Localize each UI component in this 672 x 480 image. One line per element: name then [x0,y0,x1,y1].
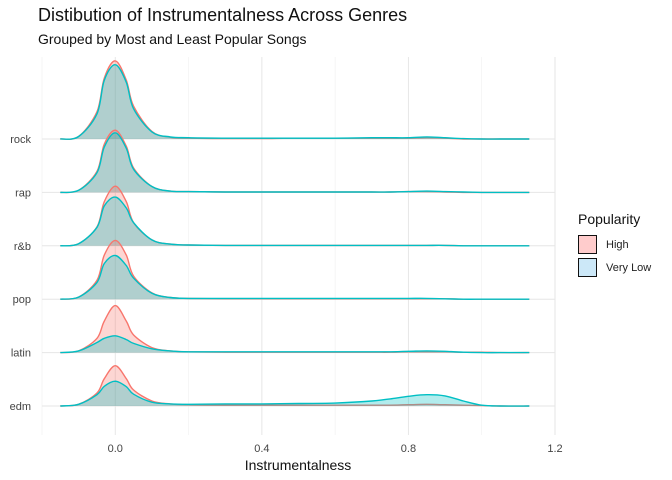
density-line-very-low [60,335,530,354]
ridge-latin [60,304,530,354]
density-area-high [60,186,530,246]
y-tick-label: rap [15,187,31,199]
density-line-very-low [60,64,530,140]
y-tick-label: edm [10,401,31,413]
x-tick-label: 0.0 [108,443,123,455]
ridges [60,60,530,407]
legend-label-high: High [606,238,629,251]
density-area-very-low [60,132,530,193]
chart-subtitle: Grouped by Most and Least Popular Songs [38,31,307,47]
y-tick-label: pop [13,294,31,306]
y-tick-label: latin [11,348,31,360]
ridge-rap [60,129,530,194]
ridge-rnb [60,185,530,247]
density-line-high [60,364,530,407]
density-line-very-low [60,254,530,300]
chart-title: Distibution of Instrumentalness Across G… [38,5,408,25]
ridge-edm [60,364,530,407]
density-area-high [60,305,530,353]
x-tick-label: 1.2 [547,443,562,455]
legend-key-high [578,235,597,254]
density-line-very-low [60,132,530,194]
density-area-very-low [60,255,530,300]
density-area-high [60,240,530,300]
density-area-high [60,60,530,140]
density-area-very-low [60,381,530,407]
density-area-high [60,130,530,193]
density-line-very-low [60,196,530,247]
x-axis-ticks: 0.0 0.4 0.8 1.2 [108,443,563,455]
x-tick-label: 0.4 [254,443,269,455]
density-area-very-low [60,64,530,140]
y-axis-ticks: edm latin pop r&b rap rock [10,134,32,413]
legend-title: Popularity [578,211,641,227]
x-axis-label: Instrumentalness [245,457,352,473]
legend-label-very-low: Very Low [606,261,652,274]
density-area-very-low [60,197,530,246]
legend-key-very-low [578,258,597,277]
ridge-rock [60,60,530,140]
legend-entry-very-low: Very Low [578,256,651,279]
ridge-pop [60,239,530,300]
legend: Popularity High Very Low [578,211,651,279]
x-tick-label: 0.8 [401,443,416,455]
y-tick-label: rock [10,134,31,146]
density-line-very-low [60,380,530,407]
density-area-high [60,365,530,407]
legend-entry-high: High [578,233,651,256]
y-tick-label: r&b [14,241,31,253]
